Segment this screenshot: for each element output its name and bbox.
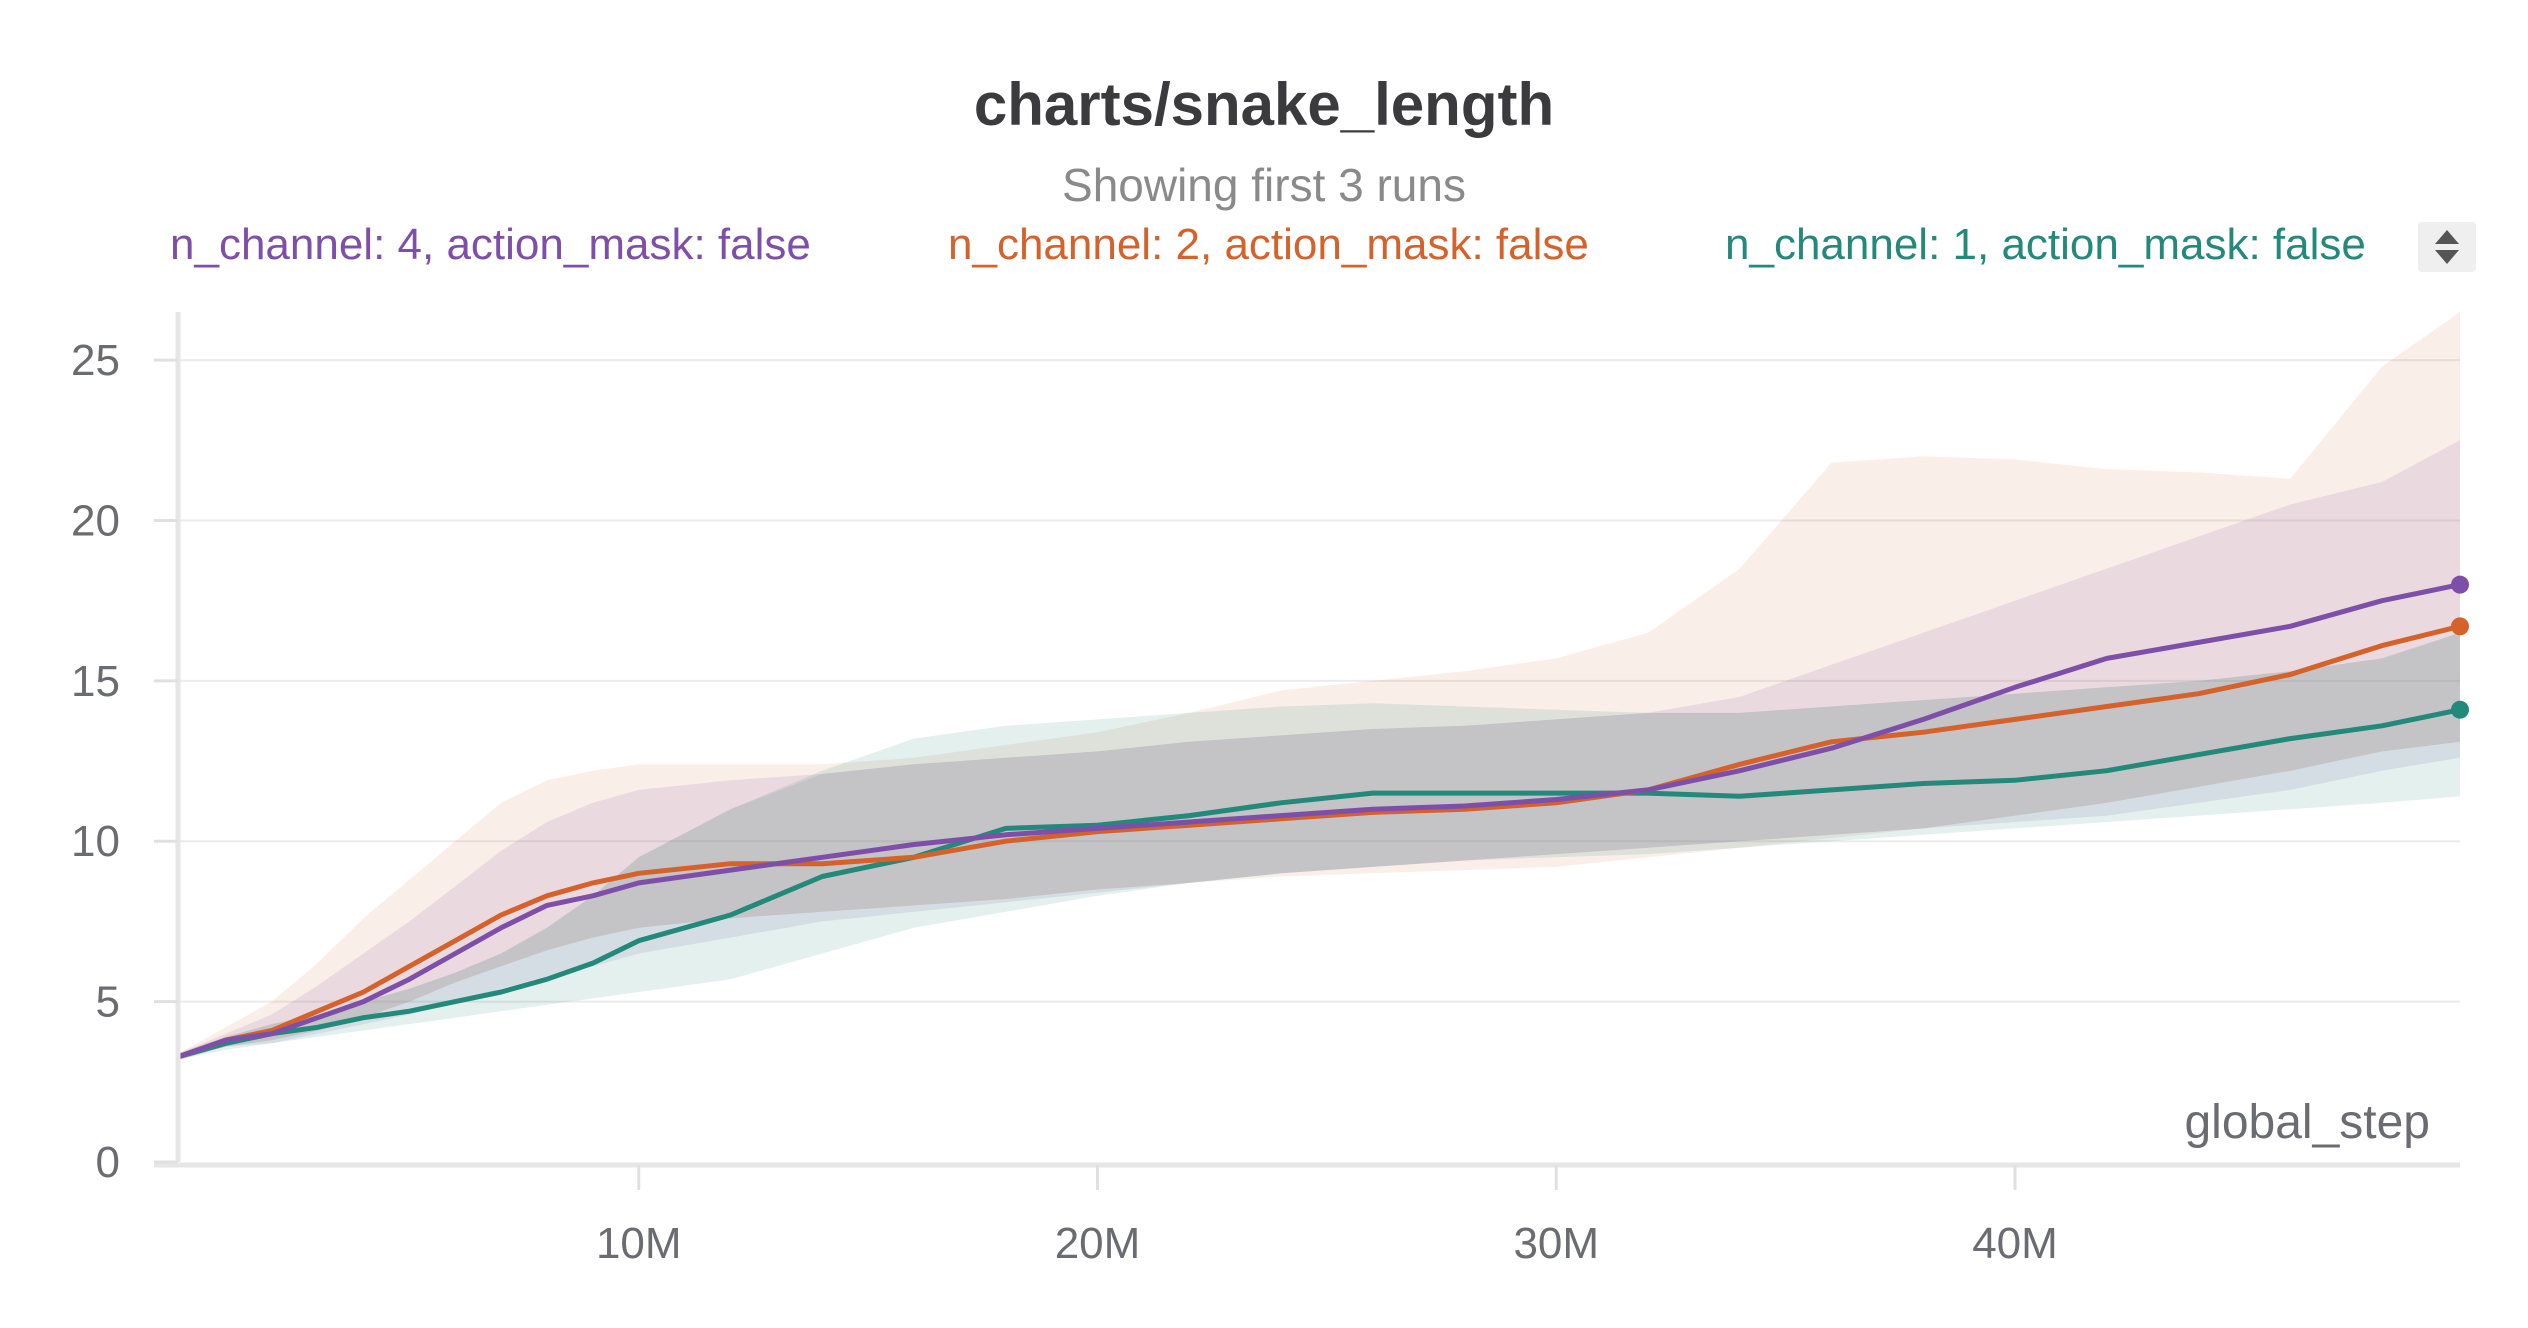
chevron-down-icon — [2435, 250, 2459, 264]
series-line-3[interactable] — [177, 707, 2463, 1059]
tick-labels: 0 5 10 15 20 25 10M 20M 30M 40M — [71, 336, 2058, 1268]
legend-item-n-channel-2[interactable]: n_channel: 2, action_mask: false — [948, 220, 1589, 269]
series-lines — [177, 575, 2469, 1059]
y-tick-label: 20 — [71, 496, 120, 545]
chart-subtitle: Showing first 3 runs — [1062, 159, 1466, 211]
x-tick-label: 30M — [1513, 1219, 1599, 1268]
chart-title: charts/snake_length — [973, 71, 1555, 138]
y-tick-label: 15 — [71, 657, 120, 706]
x-tick-label: 20M — [1055, 1219, 1141, 1268]
legend-item-n-channel-1[interactable]: n_channel: 1, action_mask: false — [1725, 220, 2366, 269]
series-line-1[interactable] — [177, 582, 2463, 1059]
series-endpoint-2[interactable] — [2451, 617, 2469, 636]
y-tick-label: 0 — [96, 1138, 120, 1187]
y-tick-label: 10 — [71, 817, 120, 866]
series-endpoint-3[interactable] — [2451, 700, 2469, 719]
x-tick-label: 40M — [1972, 1219, 2058, 1268]
error-bands — [180, 312, 2460, 1060]
y-tick-label: 5 — [96, 978, 120, 1027]
series-band-2 — [180, 312, 2460, 1060]
legend-item-n-channel-4[interactable]: n_channel: 4, action_mask: false — [170, 220, 811, 269]
legend-scroll-toggle[interactable] — [2418, 222, 2476, 272]
series-endpoint-1[interactable] — [2451, 575, 2469, 594]
series-line-2[interactable] — [177, 623, 2463, 1059]
x-tick-label: 10M — [596, 1219, 682, 1268]
y-tick-label: 25 — [71, 336, 120, 385]
legend: n_channel: 4, action_mask: false n_chann… — [170, 220, 2470, 280]
grid-lines — [180, 359, 2460, 1003]
axes — [154, 312, 2460, 1168]
band-overlap — [180, 632, 2460, 1060]
x-axis-title: global_step — [2184, 1096, 2430, 1149]
chevron-up-icon — [2435, 230, 2459, 244]
series-band-3 — [180, 632, 2460, 1060]
